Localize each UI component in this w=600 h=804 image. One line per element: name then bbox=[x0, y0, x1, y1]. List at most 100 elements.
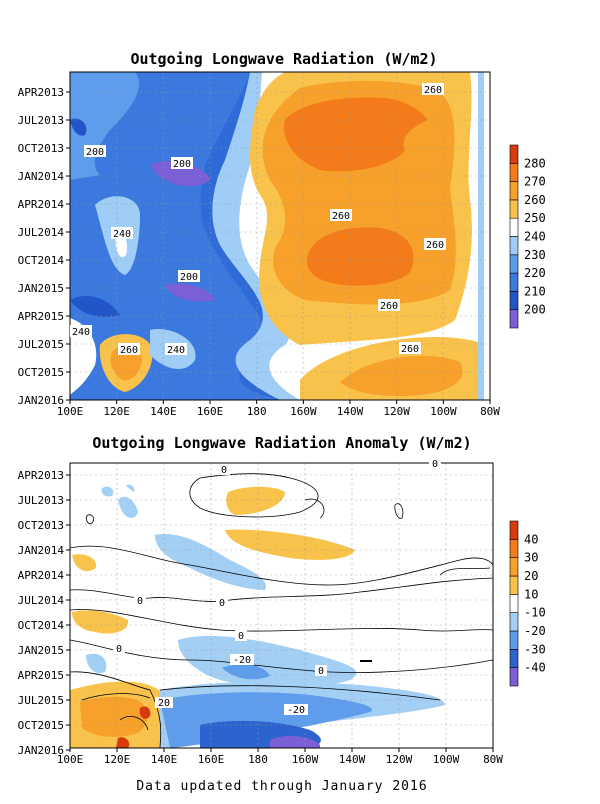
svg-text:200: 200 bbox=[173, 159, 191, 170]
olr-anomaly-contour-label: 0 bbox=[113, 643, 125, 655]
y-tick-label: JAN2014 bbox=[18, 544, 65, 557]
svg-text:0: 0 bbox=[137, 596, 143, 607]
svg-text:0: 0 bbox=[221, 465, 227, 476]
svg-text:240: 240 bbox=[167, 345, 185, 356]
y-tick-label: JAN2016 bbox=[18, 744, 64, 757]
olr-anomaly-field bbox=[70, 463, 493, 748]
colorbar-label: 220 bbox=[524, 266, 546, 280]
olr-anomaly-contour-label: 20 bbox=[155, 697, 173, 709]
svg-text:-20: -20 bbox=[287, 705, 305, 716]
colorbar-label: 210 bbox=[524, 284, 546, 298]
y-tick-label: JUL2013 bbox=[18, 114, 64, 127]
svg-text:240: 240 bbox=[113, 229, 131, 240]
colorbar-swatch bbox=[509, 649, 519, 668]
y-tick-label: OCT2014 bbox=[18, 619, 65, 632]
olr-anomaly-contour-label: -20 bbox=[284, 704, 308, 716]
olr-anomaly-contour-label: 0 bbox=[218, 464, 230, 476]
y-tick-label: JUL2014 bbox=[18, 594, 65, 607]
svg-text:260: 260 bbox=[380, 301, 398, 312]
colorbar-label: 10 bbox=[524, 587, 538, 601]
colorbar-swatch bbox=[509, 291, 519, 310]
colorbar-label: 230 bbox=[524, 248, 546, 262]
colorbar-label: 30 bbox=[524, 551, 538, 565]
olr-anomaly-colorbar: -40 -30 -20 -10 10 20 30 40 bbox=[509, 520, 546, 687]
colorbar-swatch bbox=[509, 557, 519, 577]
y-tick-label: OCT2015 bbox=[18, 719, 64, 732]
colorbar-swatch bbox=[509, 520, 519, 540]
colorbar-label: 240 bbox=[524, 230, 546, 244]
olr-anomaly-contour-label: 0 bbox=[235, 630, 247, 642]
x-tick-label: 180 bbox=[247, 405, 267, 418]
olr-anomaly-y-axis: APR2013 JUL2013 OCT2013 JAN2014 APR2014 JUL20… bbox=[18, 469, 70, 757]
colorbar-swatch bbox=[509, 575, 519, 595]
x-tick-label: 160E bbox=[197, 405, 224, 418]
y-tick-label: JAN2016 bbox=[18, 394, 64, 407]
olr-contour-label: 260 bbox=[424, 238, 446, 251]
x-tick-label: 140W bbox=[339, 753, 366, 766]
x-tick-label: 180 bbox=[248, 753, 268, 766]
svg-text:0: 0 bbox=[432, 459, 438, 470]
x-tick-label: 80W bbox=[480, 405, 500, 418]
y-tick-label: JAN2014 bbox=[18, 170, 65, 183]
olr-plot-frame bbox=[69, 71, 491, 401]
colorbar-swatch bbox=[509, 181, 519, 201]
colorbar-swatch bbox=[509, 309, 519, 329]
colorbar-label: 260 bbox=[524, 193, 546, 207]
olr-title: Outgoing Longwave Radiation (W/m2) bbox=[130, 50, 437, 68]
svg-text:0: 0 bbox=[219, 598, 225, 609]
y-tick-label: APR2013 bbox=[18, 86, 64, 99]
y-tick-label: APR2015 bbox=[18, 669, 64, 682]
svg-text:0: 0 bbox=[116, 644, 122, 655]
olr-anomaly-contour-label: 0 bbox=[134, 595, 146, 607]
colorbar-label: 250 bbox=[524, 211, 546, 225]
svg-text:260: 260 bbox=[332, 211, 350, 222]
svg-text:200: 200 bbox=[180, 272, 198, 283]
y-tick-label: APR2014 bbox=[18, 569, 65, 582]
olr-anomaly-contour-label: 0 bbox=[315, 665, 327, 677]
x-tick-label: 100E bbox=[57, 405, 84, 418]
colorbar-label: 200 bbox=[524, 303, 546, 317]
olr-contour-label: 260 bbox=[378, 299, 400, 312]
olr-contour-label: 260 bbox=[330, 209, 352, 222]
y-tick-label: OCT2013 bbox=[18, 142, 64, 155]
x-tick-label: 100W bbox=[433, 753, 460, 766]
olr-anomaly-x-axis: 100E 120E 140E 160E 180 160W 140W 120W 100W 80W bbox=[57, 748, 503, 766]
olr-anomaly-contour-label: 0 bbox=[216, 597, 228, 609]
svg-text:-20: -20 bbox=[233, 655, 251, 666]
colorbar-label: -40 bbox=[524, 661, 546, 675]
olr-anomaly-contour-labels: 0 0 0 0 0 0 0 -20 -20 20 bbox=[113, 458, 441, 716]
olr-contour-label: 240 bbox=[165, 343, 187, 356]
olr-contour-label: 200 bbox=[178, 270, 200, 283]
olr-panel: Outgoing Longwave Radiation (W/m2) bbox=[18, 50, 546, 418]
x-tick-label: 140E bbox=[151, 753, 178, 766]
x-tick-label: 120E bbox=[104, 753, 131, 766]
colorbar-swatch bbox=[509, 217, 519, 237]
x-tick-label: 100W bbox=[430, 405, 457, 418]
x-tick-label: 120W bbox=[383, 405, 410, 418]
colorbar-label: -20 bbox=[524, 624, 546, 638]
x-tick-label: 120W bbox=[386, 753, 413, 766]
x-tick-label: 160W bbox=[290, 405, 317, 418]
svg-text:260: 260 bbox=[424, 85, 442, 96]
x-tick-label: 80W bbox=[483, 753, 503, 766]
olr-anomaly-plot-frame bbox=[69, 462, 494, 749]
olr-anomaly-title: Outgoing Longwave Radiation Anomaly (W/m… bbox=[92, 434, 471, 452]
y-tick-label: APR2013 bbox=[18, 469, 64, 482]
y-tick-label: APR2014 bbox=[18, 198, 65, 211]
olr-colorbar: 200 210 220 230 240 250 260 270 280 bbox=[509, 144, 546, 329]
colorbar-swatch bbox=[509, 144, 519, 164]
x-tick-label: 120E bbox=[103, 405, 130, 418]
olr-y-axis: APR2013 JUL2013 OCT2013 JAN2014 APR2014 JUL20… bbox=[18, 86, 70, 407]
svg-text:0: 0 bbox=[318, 666, 324, 677]
y-tick-label: OCT2014 bbox=[18, 254, 65, 267]
y-tick-label: JUL2015 bbox=[18, 694, 64, 707]
olr-contour-label: 240 bbox=[111, 227, 133, 240]
olr-contour-label: 200 bbox=[84, 145, 106, 158]
olr-contour-label: 260 bbox=[118, 343, 140, 356]
svg-text:260: 260 bbox=[401, 344, 419, 355]
svg-text:200: 200 bbox=[86, 147, 104, 158]
colorbar-label: 270 bbox=[524, 175, 546, 189]
update-note: Data updated through January 2016 bbox=[136, 779, 427, 794]
colorbar-swatch bbox=[509, 667, 519, 687]
